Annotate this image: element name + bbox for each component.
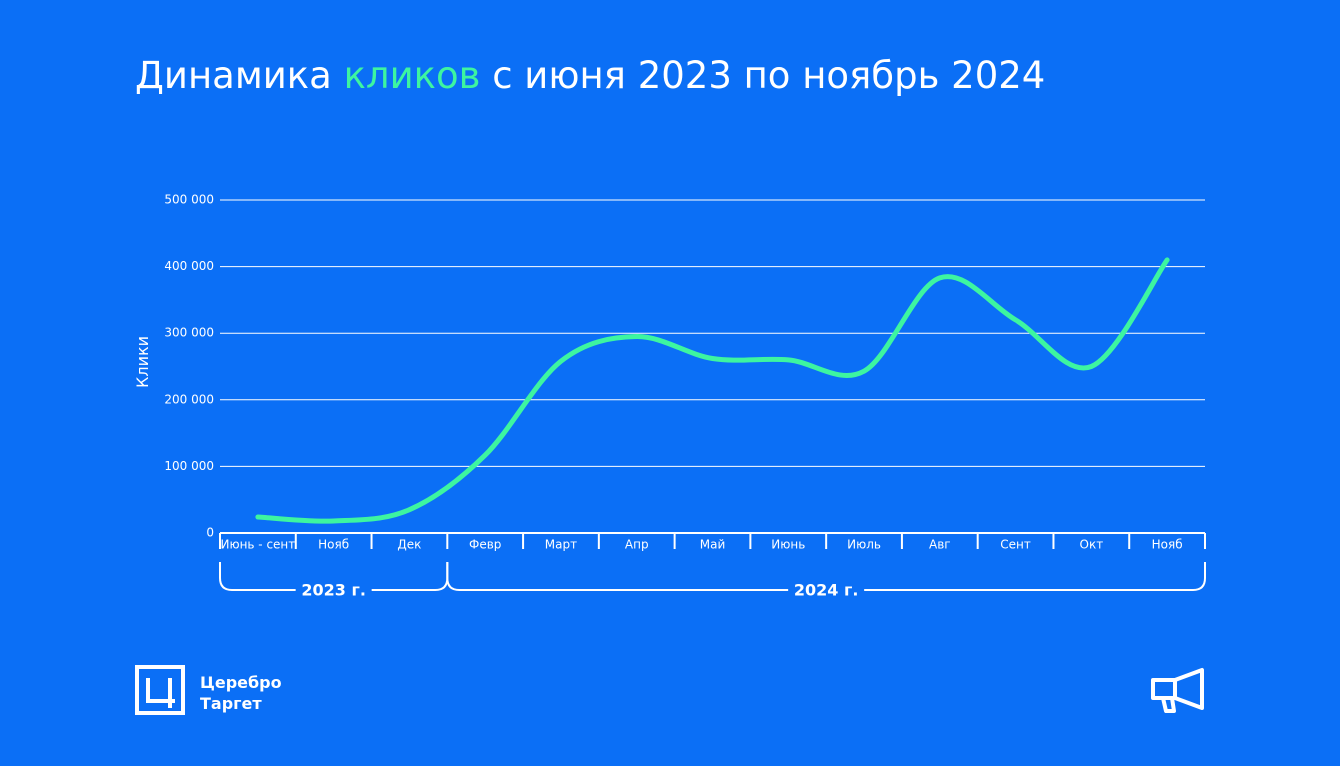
x-tick-label: Дек [397, 538, 421, 552]
year-label: 2023 г. [301, 581, 366, 600]
x-tick-label: Март [545, 538, 577, 552]
x-tick-label: Июнь [771, 538, 805, 552]
x-tick-label: Апр [625, 538, 649, 552]
x-tick-label: Февр [469, 538, 501, 552]
y-tick-label: 100 000 [164, 459, 214, 473]
x-tick-label: Окт [1080, 538, 1104, 552]
title-start: Динамика [135, 54, 332, 97]
logo-frame [135, 665, 185, 715]
x-tick-label: Нояб [318, 538, 349, 552]
x-tick-label: Июнь - сент [220, 538, 295, 552]
y-tick-label: 0 [206, 526, 214, 540]
x-tick-label: Май [700, 538, 726, 552]
y-tick-label: 200 000 [164, 392, 214, 406]
x-tick-label: Июль [847, 538, 881, 552]
x-tick-label: Нояб [1152, 538, 1183, 552]
y-tick-label: 300 000 [164, 326, 214, 340]
logo-glyph [146, 678, 175, 708]
title-highlight: кликов [344, 54, 481, 97]
logo-line2: Таргет [200, 694, 262, 713]
y-axis-label: Клики [133, 336, 152, 388]
year-bracket [446, 562, 1206, 591]
y-tick-label: 500 000 [164, 193, 214, 207]
y-tick-label: 400 000 [164, 259, 214, 273]
logo-line1: Церебро [200, 673, 282, 692]
year-label: 2024 г. [794, 581, 859, 600]
chart-title: Динамика кликов с июня 2023 по ноябрь 20… [135, 54, 1045, 97]
data-line [255, 257, 1170, 524]
megaphone-icon [1151, 668, 1204, 713]
title-end: с июня 2023 по ноябрь 2024 [492, 54, 1045, 97]
x-tick-label: Авг [929, 538, 951, 552]
logo: Церебро Таргет [135, 665, 282, 715]
x-tick-label: Сент [1000, 538, 1031, 552]
